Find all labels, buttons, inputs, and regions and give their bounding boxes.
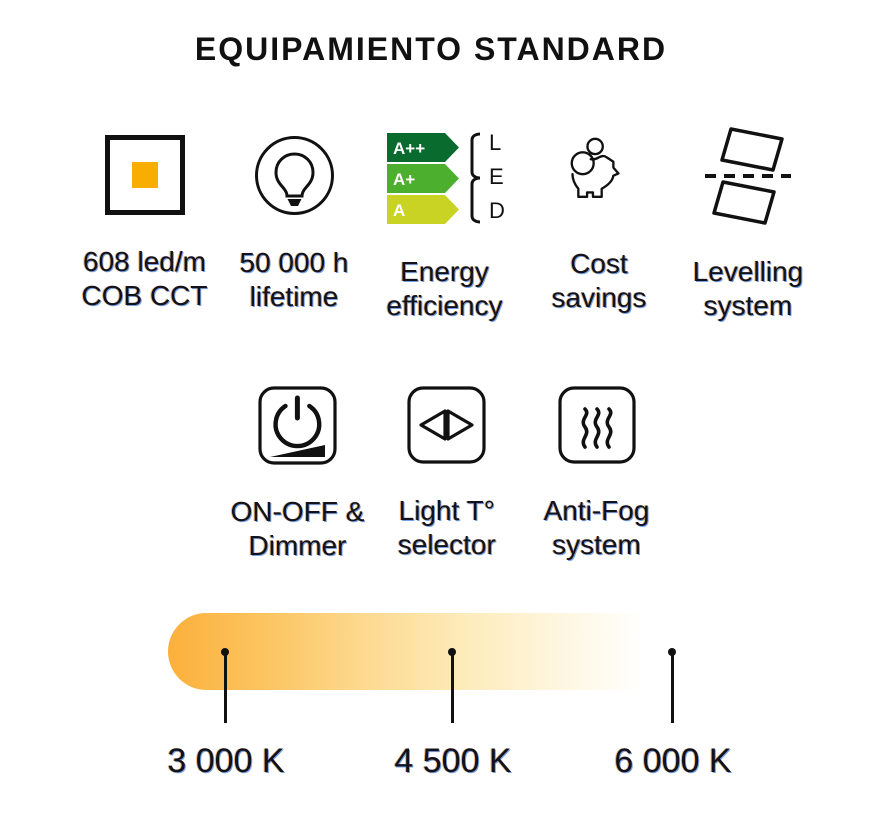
- svg-text:A: A: [393, 201, 405, 220]
- svg-text:A++: A++: [393, 139, 425, 158]
- svg-text:E: E: [489, 164, 504, 189]
- svg-text:A+: A+: [393, 170, 415, 189]
- svg-text:L: L: [489, 130, 501, 155]
- svg-text:D: D: [489, 198, 505, 223]
